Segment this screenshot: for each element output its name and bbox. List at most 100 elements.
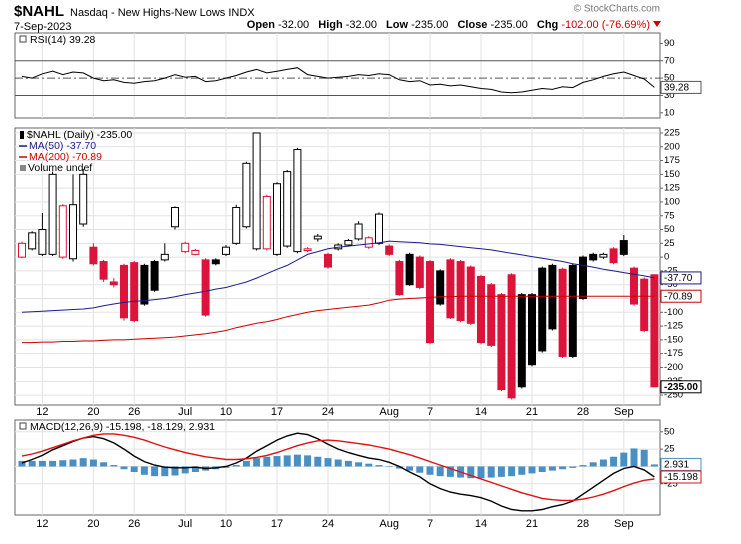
x-tick-label: 12 — [36, 406, 48, 418]
y-tick-label: -100 — [664, 307, 683, 318]
y-tick-label: 50 — [664, 73, 675, 84]
candle-body — [130, 262, 139, 322]
legend-icon — [20, 131, 24, 139]
legend-icon — [20, 165, 26, 171]
x-tick-label: 14 — [475, 406, 487, 418]
value-box — [660, 80, 702, 94]
histogram-bar — [161, 466, 169, 477]
candle-body — [160, 253, 169, 261]
candle-body — [344, 240, 353, 246]
y-tick-label: 150 — [664, 169, 680, 180]
quote-value: -32.00 — [278, 19, 309, 31]
histogram-bar — [191, 466, 199, 473]
histogram-bar — [650, 464, 658, 467]
x-tick-label: 28 — [577, 406, 589, 418]
histogram-bar — [620, 452, 628, 467]
candle-body — [436, 270, 445, 305]
security-name: Nasdaq - New Highs-New Lows INDX — [70, 7, 255, 19]
x-tick-label: Sep — [614, 518, 634, 530]
down-arrow — [653, 21, 661, 27]
candle-body — [171, 206, 179, 228]
candle-body — [650, 274, 659, 388]
candle-body — [273, 183, 281, 255]
histogram-bar — [630, 448, 638, 467]
histogram-bar — [446, 466, 454, 477]
y-tick-label: 200 — [664, 141, 680, 152]
candle-body — [507, 274, 516, 399]
series-line — [21, 240, 655, 313]
candle-body — [242, 162, 251, 228]
histogram-bar — [38, 460, 46, 467]
value-label: 39.28 — [664, 83, 689, 94]
histogram-bar — [242, 460, 250, 467]
candle-body — [69, 204, 77, 260]
x-tick-label: Aug — [379, 518, 399, 530]
histogram-bar — [49, 460, 57, 467]
y-tick-label: 10 — [664, 107, 675, 118]
x-tick-label: 26 — [128, 406, 140, 418]
histogram-bar — [110, 465, 118, 467]
histogram-bar — [100, 462, 108, 467]
histogram-bar — [518, 466, 526, 475]
histogram-bar — [344, 460, 352, 467]
y-tick-label: 25 — [664, 238, 675, 249]
histogram-bar — [130, 466, 138, 473]
value-box — [660, 271, 702, 285]
x-tick-label: 7 — [427, 406, 433, 418]
candle-body — [497, 294, 506, 391]
candle-body — [640, 278, 649, 332]
candle-body — [150, 261, 159, 291]
series-line — [21, 67, 655, 94]
quote-label: Low — [386, 19, 408, 31]
y-tick-label: -50 — [664, 279, 678, 290]
histogram-bar — [140, 466, 148, 475]
x-tick-label: 26 — [128, 518, 140, 530]
value-box — [660, 289, 702, 303]
symbol: $NAHL — [14, 3, 64, 20]
candle-body — [538, 267, 547, 352]
candle-body — [548, 264, 557, 330]
candle-body — [201, 259, 210, 316]
candle-body — [109, 281, 118, 286]
histogram-bar — [436, 466, 444, 477]
panel-frame — [14, 127, 661, 406]
y-tick-label: -25 — [664, 265, 678, 276]
x-tick-label: 28 — [577, 518, 589, 530]
candle-body — [589, 253, 598, 261]
legend-label: $NAHL (Daily) -235.00 — [27, 129, 132, 141]
histogram-bar — [324, 458, 332, 467]
histogram-bar — [334, 459, 342, 467]
candle-body — [395, 261, 404, 296]
candle-body — [313, 235, 322, 240]
y-tick-label: 30 — [664, 90, 675, 101]
value-label: -70.89 — [664, 291, 693, 302]
candle-body — [99, 261, 108, 280]
histogram-bar — [579, 465, 587, 467]
x-tick-label: Jul — [178, 406, 192, 418]
histogram-bar — [283, 455, 291, 467]
histogram-bar — [232, 465, 240, 467]
histogram-bar — [151, 466, 159, 477]
histogram-bar — [171, 466, 179, 476]
histogram-bar — [406, 466, 414, 471]
legend-label: MA(200) -70.89 — [29, 151, 102, 163]
histogram-bar — [120, 466, 128, 470]
candle-body — [426, 261, 434, 344]
y-tick-label: 100 — [664, 196, 680, 207]
candle-body — [599, 253, 608, 258]
legend-label: MA(50) -37.70 — [29, 140, 96, 152]
candle-body — [619, 240, 628, 255]
panel-title: RSI(14) 39.28 — [30, 34, 96, 46]
histogram-bar — [528, 466, 536, 474]
histogram-bar — [599, 459, 607, 467]
quote-change: -102.00 (-76.69%) — [561, 19, 650, 31]
histogram-bar — [293, 454, 301, 467]
histogram-bar — [548, 466, 556, 471]
x-tick-label: Aug — [379, 406, 399, 418]
quote-label: Open — [247, 19, 275, 31]
candle-body — [517, 294, 526, 388]
series-line — [21, 433, 655, 502]
histogram-bar — [589, 462, 597, 467]
x-tick-label: 21 — [526, 518, 538, 530]
candle-body — [579, 256, 587, 300]
